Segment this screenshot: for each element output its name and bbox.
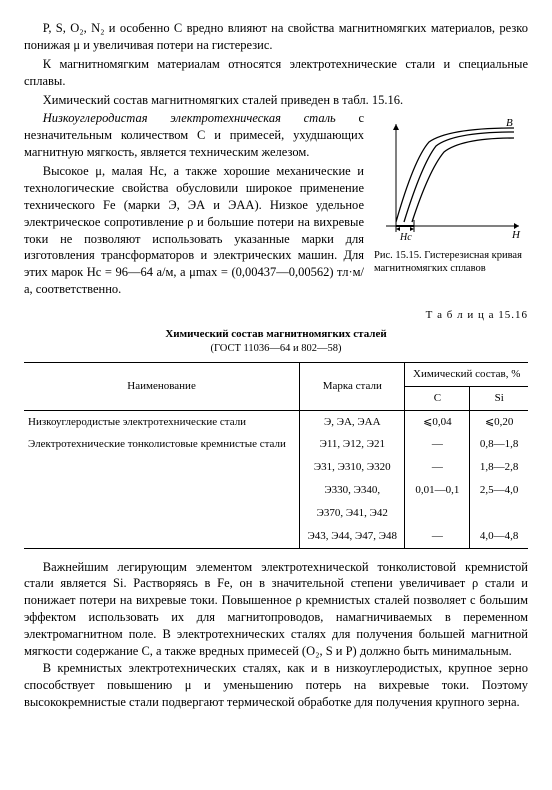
- cell-si: 4,0—4,8: [470, 525, 528, 548]
- paragraph-4-italic: Низкоуглеродистая электротехническая ста…: [43, 111, 336, 125]
- cell-c: —: [405, 456, 470, 479]
- cell-si: 2,5—4,0: [470, 479, 528, 502]
- table-row: Э330, Э340,0,01—0,12,5—4,0: [24, 479, 528, 502]
- table-row: Электротехнические тонколистовые кремнис…: [24, 433, 528, 456]
- table-row: Низкоуглеродистые электротехнические ста…: [24, 410, 528, 433]
- paragraph-6: Важнейшим легирующим элементом электроте…: [24, 559, 528, 660]
- table-row: Э43, Э44, Э47, Э48—4,0—4,8: [24, 525, 528, 548]
- cell-name: [24, 456, 300, 479]
- table-title: Химический состав магнитномягких сталей: [24, 327, 528, 342]
- text-with-figure: Hc H B Рис. 15.15. Гистерезисная кривая …: [24, 110, 528, 300]
- table-body: Низкоуглеродистые электротехнические ста…: [24, 410, 528, 548]
- paragraph-7: В кремнистых электротехнических сталях, …: [24, 660, 528, 711]
- cell-mark: Э43, Э44, Э47, Э48: [300, 525, 405, 548]
- axis-x-label: H: [511, 229, 521, 241]
- hc-label: Hc: [399, 232, 412, 243]
- figure-15-15: Hc H B Рис. 15.15. Гистерезисная кривая …: [374, 114, 528, 275]
- body-text: P, S, O₂, N₂ и особенно C вредно влияют …: [24, 20, 528, 710]
- th-c: C: [405, 386, 470, 410]
- table-15-16: Наименование Марка стали Химический сост…: [24, 362, 528, 549]
- cell-mark: Э, ЭА, ЭАА: [300, 410, 405, 433]
- cell-name: Электротехнические тонколистовые кремнис…: [24, 433, 300, 456]
- cell-name: [24, 525, 300, 548]
- paragraph-1: P, S, O₂, N₂ и особенно C вредно влияют …: [24, 20, 528, 54]
- table-subtitle: (ГОСТ 11036—64 и 802—58): [24, 342, 528, 356]
- paragraph-3: Химический состав магнитномягких сталей …: [24, 92, 528, 109]
- table-row: Э370, Э41, Э42: [24, 502, 528, 525]
- th-mark: Марка стали: [300, 362, 405, 410]
- cell-c: ⩽0,04: [405, 410, 470, 433]
- cell-si: 1,8—2,8: [470, 456, 528, 479]
- hysteresis-curve-svg: Hc H B: [374, 114, 524, 244]
- cell-mark: Э31, Э310, Э320: [300, 456, 405, 479]
- th-si: Si: [470, 386, 528, 410]
- cell-c: —: [405, 433, 470, 456]
- after-table-text: Важнейшим легирующим элементом электроте…: [24, 559, 528, 711]
- cell-c: 0,01—0,1: [405, 479, 470, 502]
- cell-name: [24, 502, 300, 525]
- table-label: Т а б л и ц а 15.16: [24, 308, 528, 323]
- cell-mark: Э370, Э41, Э42: [300, 502, 405, 525]
- th-name: Наименование: [24, 362, 300, 410]
- cell-si: 0,8—1,8: [470, 433, 528, 456]
- cell-si: [470, 502, 528, 525]
- table-row: Э31, Э310, Э320—1,8—2,8: [24, 456, 528, 479]
- cell-name: Низкоуглеродистые электротехнические ста…: [24, 410, 300, 433]
- axis-y-label: B: [506, 117, 513, 129]
- cell-si: ⩽0,20: [470, 410, 528, 433]
- cell-mark: Э11, Э12, Э21: [300, 433, 405, 456]
- cell-mark: Э330, Э340,: [300, 479, 405, 502]
- figure-caption: Рис. 15.15. Гистерезисная кривая магнитн…: [374, 250, 528, 275]
- th-chem: Химический состав, %: [405, 362, 528, 386]
- paragraph-2: К магнитномягким материалам относятся эл…: [24, 56, 528, 90]
- cell-c: [405, 502, 470, 525]
- cell-name: [24, 479, 300, 502]
- table-head: Наименование Марка стали Химический сост…: [24, 362, 528, 410]
- cell-c: —: [405, 525, 470, 548]
